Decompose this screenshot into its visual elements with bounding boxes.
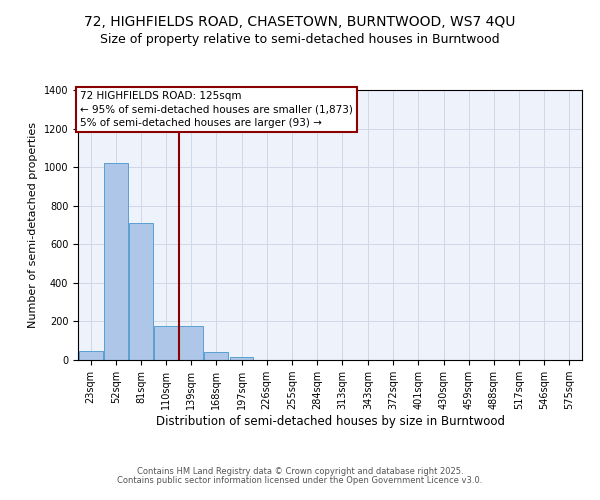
Bar <box>230 357 253 360</box>
Text: Contains public sector information licensed under the Open Government Licence v3: Contains public sector information licen… <box>118 476 482 485</box>
Bar <box>205 352 229 360</box>
Bar <box>154 326 178 360</box>
Y-axis label: Number of semi-detached properties: Number of semi-detached properties <box>28 122 38 328</box>
Text: 72, HIGHFIELDS ROAD, CHASETOWN, BURNTWOOD, WS7 4QU: 72, HIGHFIELDS ROAD, CHASETOWN, BURNTWOO… <box>85 15 515 29</box>
Bar <box>179 326 203 360</box>
Text: 72 HIGHFIELDS ROAD: 125sqm
← 95% of semi-detached houses are smaller (1,873)
5% : 72 HIGHFIELDS ROAD: 125sqm ← 95% of semi… <box>80 92 353 128</box>
Text: Contains HM Land Registry data © Crown copyright and database right 2025.: Contains HM Land Registry data © Crown c… <box>137 467 463 476</box>
X-axis label: Distribution of semi-detached houses by size in Burntwood: Distribution of semi-detached houses by … <box>155 415 505 428</box>
Bar <box>104 164 128 360</box>
Bar <box>129 223 153 360</box>
Text: Size of property relative to semi-detached houses in Burntwood: Size of property relative to semi-detach… <box>100 32 500 46</box>
Bar <box>79 352 103 360</box>
